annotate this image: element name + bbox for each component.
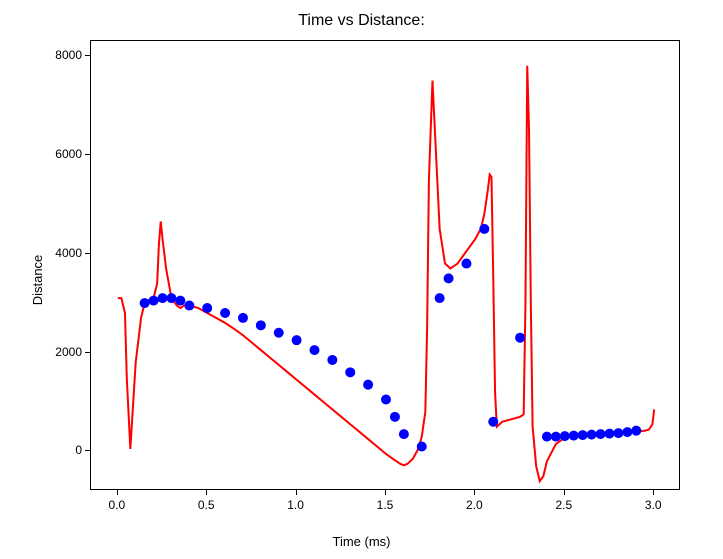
x-tick-label: 1.0 (287, 498, 304, 512)
x-tick-label: 3.0 (645, 498, 662, 512)
x-tick-label: 0.0 (108, 498, 125, 512)
x-tick (653, 490, 654, 495)
y-tick (85, 55, 90, 56)
scatter-point (381, 395, 391, 405)
scatter-point (515, 333, 525, 343)
scatter-point (560, 431, 570, 441)
x-axis-label: Time (ms) (0, 534, 723, 549)
scatter-point (184, 301, 194, 311)
scatter-point (202, 303, 212, 313)
scatter-point (292, 335, 302, 345)
plot-svg (91, 41, 679, 489)
line-series (118, 66, 654, 481)
scatter-point (327, 355, 337, 365)
scatter-point (309, 345, 319, 355)
y-tick (85, 154, 90, 155)
scatter-point (488, 417, 498, 427)
y-tick (85, 352, 90, 353)
scatter-point (220, 308, 230, 318)
scatter-point (274, 328, 284, 338)
scatter-point (149, 296, 159, 306)
scatter-point (444, 273, 454, 283)
scatter-point (542, 432, 552, 442)
scatter-point (345, 367, 355, 377)
scatter-point (551, 432, 561, 442)
y-tick-label: 6000 (55, 147, 82, 161)
x-tick (564, 490, 565, 495)
scatter-point (479, 224, 489, 234)
x-tick-label: 2.0 (466, 498, 483, 512)
scatter-point (587, 430, 597, 440)
scatter-point (175, 296, 185, 306)
plot-area (90, 40, 680, 490)
scatter-point (631, 426, 641, 436)
scatter-point (417, 441, 427, 451)
scatter-point (363, 380, 373, 390)
y-tick-label: 0 (75, 443, 82, 457)
scatter-point (613, 428, 623, 438)
x-tick (117, 490, 118, 495)
x-tick-label: 2.5 (555, 498, 572, 512)
scatter-point (390, 412, 400, 422)
y-tick-label: 4000 (55, 246, 82, 260)
scatter-point (166, 293, 176, 303)
scatter-point (596, 429, 606, 439)
x-tick (206, 490, 207, 495)
y-axis-label: Distance (30, 254, 45, 305)
x-tick (474, 490, 475, 495)
y-tick (85, 253, 90, 254)
scatter-point (622, 427, 632, 437)
x-tick-label: 0.5 (198, 498, 215, 512)
scatter-point (158, 293, 168, 303)
scatter-point (238, 313, 248, 323)
scatter-point (399, 429, 409, 439)
scatter-point (569, 431, 579, 441)
y-tick-label: 2000 (55, 345, 82, 359)
scatter-point (435, 293, 445, 303)
y-tick (85, 450, 90, 451)
y-tick-label: 8000 (55, 48, 82, 62)
scatter-point (256, 320, 266, 330)
scatter-point (604, 429, 614, 439)
chart-title: Time vs Distance: (0, 12, 723, 30)
scatter-point (578, 430, 588, 440)
chart-container: Time vs Distance: Distance Time (ms) 0.0… (0, 0, 723, 559)
scatter-point (461, 259, 471, 269)
x-tick (385, 490, 386, 495)
scatter-point (140, 298, 150, 308)
x-tick (296, 490, 297, 495)
x-tick-label: 1.5 (377, 498, 394, 512)
